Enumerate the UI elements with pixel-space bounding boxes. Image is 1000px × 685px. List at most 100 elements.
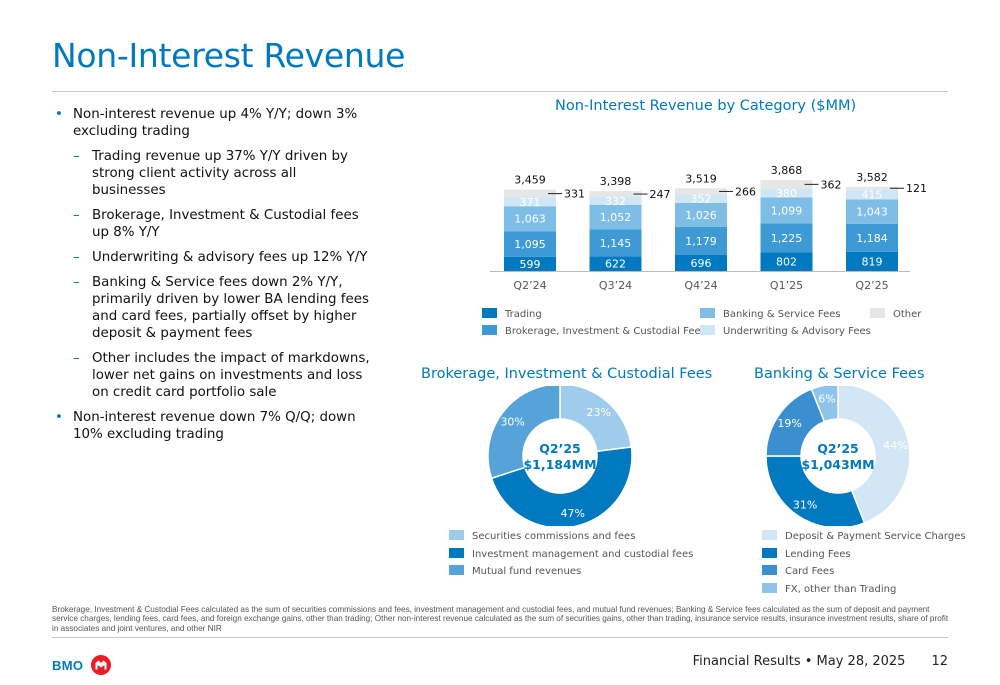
legend-label: FX, other than Trading [785,583,897,595]
bar-data-label: 121 [906,182,927,195]
footer-date: Financial Results • May 28, 2025 [692,654,906,669]
donut-data-label: 6% [818,393,835,406]
bar-segment [504,231,556,257]
sub-bullet-item: Underwriting & advisory fees up 12% Y/Y [52,249,372,266]
x-axis-tick-label: Q2’25 [855,279,888,292]
bar-segment [589,204,642,230]
bar-data-label: 362 [821,178,842,191]
legend-swatch [870,308,885,318]
bar-data-label: 1,052 [600,211,632,224]
bar-data-label: 332 [605,195,626,208]
banking-donut-legend: Deposit & Payment Service Charges Lending… [762,530,966,598]
legend-item: Lending Fees [762,547,851,562]
legend-item: Underwriting & Advisory Fees [700,325,871,339]
donut-slice [487,386,561,480]
bar-data-label: 1,225 [771,232,803,245]
bmo-roundel-icon [91,655,112,675]
legend-item: FX, other than Trading [762,582,897,597]
legend-swatch [700,308,715,318]
donut-slice [765,455,866,526]
bar-data-label: 819 [862,255,883,268]
banking-donut-chart: 44% 31% 19% 6% Q2’25$1,043MM [765,386,911,526]
donut-slice [810,386,839,423]
legend-swatch [762,530,777,540]
legend-item: Securities commissions and fees [449,530,635,544]
bar-data-label: 352 [691,193,712,206]
donut-center-label: $1,043MM [801,457,874,472]
bmo-logo: BMO [52,655,112,675]
donut-center-label: Q2’25 [539,441,580,456]
bar-segment [589,229,642,257]
bullet-item: Non-interest revenue down 7% Q/Q; down 1… [52,409,372,443]
banking-donut-title: Banking & Service Fees [754,366,925,382]
bar-segment [504,256,556,271]
bar-segment [589,256,642,271]
legend-swatch [482,325,497,335]
bar-segment [675,226,727,255]
bar-total-label: 3,868 [771,164,803,177]
bar-segment [589,196,642,205]
bar-total-label: 3,582 [856,171,888,184]
legend-item: Other [870,308,921,322]
bar-segment [675,188,727,195]
legend-item: Trading [482,308,542,322]
legend-swatch [449,547,464,558]
bar-segment [846,186,898,190]
bar-segment [675,194,727,203]
legend-item: Card Fees [762,565,834,579]
bar-data-label: 266 [735,185,756,198]
brokerage-donut-legend: Securities commissions and fees Investmen… [449,530,709,580]
donut-data-label: 44% [883,439,907,452]
donut-data-label: 31% [793,498,817,511]
bar-segment [504,206,556,232]
donut-center-label: $1,184MM [523,457,596,472]
donut-data-label: 23% [586,406,610,419]
footer-divider [52,637,948,638]
legend-item: Deposit & Payment Service Charges [762,530,966,544]
bullet-item: Non-interest revenue up 4% Y/Y; down 3% … [52,106,372,140]
bar-data-label: 622 [605,258,626,271]
legend-swatch [762,547,777,558]
bar-data-label: 1,179 [685,235,717,248]
footer: Financial Results • May 28, 2025 12 [693,654,948,669]
bar-total-label: 3,519 [685,172,717,185]
legend-label: Investment management and custodial fees [472,548,694,560]
x-axis-tick-label: Q1’25 [770,279,803,292]
bar-segment [760,223,813,253]
legend-label: Card Fees [785,566,835,577]
legend-label: Securities commissions and fees [472,531,636,542]
sub-bullet-item: Banking & Service fees down 2% Y/Y, prim… [52,274,372,342]
bar-total-label: 3,398 [600,175,632,188]
bar-data-label: 1,145 [600,237,632,250]
bar-data-label: 415 [862,189,883,202]
bar-segment [846,199,898,224]
bar-segment [504,189,556,198]
legend-swatch [700,325,715,335]
donut-data-label: 47% [561,507,585,520]
bar-segment [846,223,898,252]
bar-data-label: 696 [691,257,712,270]
bar-data-label: 371 [520,196,541,209]
legend-label: Underwriting & Advisory Fees [723,326,871,337]
bar-data-label: 1,063 [514,213,546,226]
bar-chart-legend: Trading Brokerage, Investment & Custodial… [482,308,942,342]
bar-segment [760,252,813,271]
sub-bullet-item: Trading revenue up 37% Y/Y driven by str… [52,148,372,199]
legend-label: Deposit & Payment Service Charges [785,531,966,542]
bar-segment [846,251,898,271]
header-divider [52,91,948,92]
donut-slice [490,446,633,526]
donut-slice [837,386,911,524]
bar-segment [760,188,813,198]
bar-data-label: 599 [520,258,541,271]
bar-segment [760,180,813,189]
bar-segment [675,202,727,227]
donut-data-label: 30% [500,416,524,429]
bar-data-label: 1,099 [771,204,803,217]
legend-swatch [482,308,497,318]
bar-segment [504,197,556,207]
stacked-bar-chart: 599 1,095 1,063 371 331 3,459 Q2’24 622 1,145 1,0… [490,164,927,292]
bar-data-label: 247 [650,188,671,201]
legend-item: Investment management and custodial fees [449,547,694,562]
legend-label: Banking & Service Fees [723,309,841,320]
